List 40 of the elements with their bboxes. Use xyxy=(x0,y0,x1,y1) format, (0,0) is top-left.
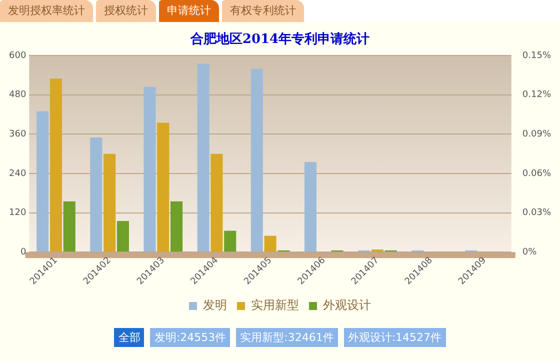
y2-tick-label: 0.12% xyxy=(522,90,552,100)
y2-tick-label: 0% xyxy=(522,247,538,258)
text: 发明授权率统计 xyxy=(0,0,93,22)
bar xyxy=(170,201,183,252)
bar xyxy=(210,154,223,252)
bar xyxy=(90,137,102,252)
y2-tick-label: 0.09% xyxy=(522,130,552,140)
y-tick-label: 360 xyxy=(8,130,26,140)
y2-tick-label: 0.15% xyxy=(522,50,552,61)
bar xyxy=(36,111,49,252)
text: 有权专利统计 xyxy=(222,0,304,22)
bar xyxy=(144,86,156,252)
text: 外观设计:14527件 xyxy=(344,328,446,347)
text: 申请统计 xyxy=(159,0,219,22)
bar xyxy=(116,220,129,252)
y-tick-label: 240 xyxy=(8,168,26,179)
y-tick-label: 120 xyxy=(8,208,26,218)
bar xyxy=(250,68,263,252)
text: 发明:24553件 xyxy=(150,328,230,347)
bar xyxy=(264,236,276,252)
bar xyxy=(197,64,210,252)
bar xyxy=(63,201,76,252)
text: 实用新型:32461件 xyxy=(236,328,338,347)
y2-tick-label: 0.03% xyxy=(522,208,552,218)
bar xyxy=(104,154,116,252)
y-tick-label: 0 xyxy=(20,247,26,258)
legend-label: 发明 xyxy=(203,298,227,312)
bar xyxy=(371,249,384,252)
text: 授权统计 xyxy=(96,0,156,22)
y-tick-label: 480 xyxy=(8,90,26,100)
text: 全部 xyxy=(114,328,144,347)
y-tick-label: 600 xyxy=(8,50,26,61)
y2-tick-label: 0.06% xyxy=(522,168,552,179)
chart-title: 合肥地区2014年专利申请统计 xyxy=(189,31,370,48)
bar xyxy=(157,122,170,252)
legend-label: 外观设计 xyxy=(323,298,371,312)
bar xyxy=(50,78,62,252)
bar xyxy=(224,230,236,252)
legend-label: 实用新型 xyxy=(251,298,299,312)
bar xyxy=(304,162,317,252)
